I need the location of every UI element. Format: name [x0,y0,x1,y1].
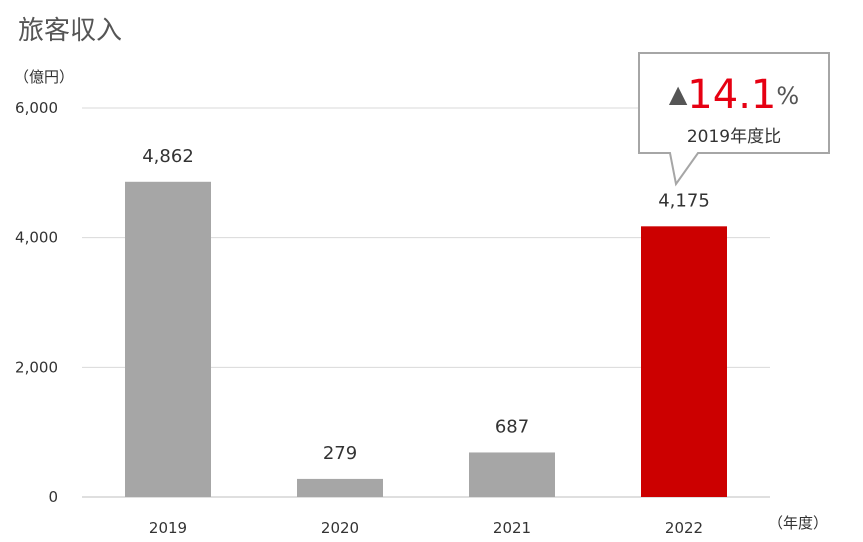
y-tick-label: 0 [48,488,58,506]
x-tick-label: 2019 [149,519,187,537]
data-label: 687 [495,416,529,437]
data-label: 4,175 [658,190,710,211]
x-axis-unit-label: （年度） [768,514,829,532]
bar [641,226,727,497]
callout-unit: % [776,82,800,110]
callout-value: 14.1 [687,72,777,118]
y-tick-label: 4,000 [15,229,58,247]
callout-caption: 2019年度比 [686,127,782,147]
y-tick-label: 2,000 [15,358,58,376]
x-tick-label: 2020 [321,519,359,537]
x-tick-label: 2021 [493,519,531,537]
data-label: 4,862 [142,146,194,167]
bar [469,452,555,497]
y-tick-label: 6,000 [15,99,58,117]
data-label: 279 [323,443,357,464]
y-axis-unit-label: （億円） [14,68,75,86]
change-callout: ▲14.1% 2019年度比 [638,52,830,187]
bar [125,181,211,497]
callout-bubble [638,52,830,187]
bar [297,478,383,497]
chart-title: 旅客収入 [18,16,123,46]
callout-value-line: ▲14.1% [638,72,830,118]
x-tick-label: 2022 [665,519,703,537]
triangle-up-icon: ▲ [668,80,688,108]
